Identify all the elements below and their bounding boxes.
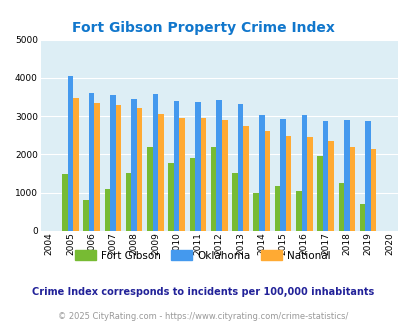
Bar — [295, 191, 301, 231]
Bar — [274, 186, 279, 231]
Bar — [232, 173, 237, 231]
Bar — [115, 106, 121, 231]
Bar — [359, 204, 364, 231]
Bar — [349, 147, 354, 231]
Bar — [301, 115, 306, 231]
Bar — [316, 156, 322, 231]
Bar — [158, 114, 163, 231]
Bar — [131, 99, 136, 231]
Bar — [370, 149, 375, 231]
Bar — [343, 120, 349, 231]
Bar — [136, 108, 142, 231]
Bar — [147, 147, 152, 231]
Bar — [364, 121, 370, 231]
Bar — [195, 102, 200, 231]
Bar — [243, 126, 248, 231]
Text: Fort Gibson Property Crime Index: Fort Gibson Property Crime Index — [71, 21, 334, 35]
Bar — [152, 94, 158, 231]
Bar — [110, 95, 115, 231]
Bar — [285, 136, 291, 231]
Bar — [168, 163, 173, 231]
Bar — [89, 93, 94, 231]
Bar — [338, 183, 343, 231]
Bar — [62, 174, 68, 231]
Bar — [253, 193, 258, 231]
Bar — [306, 137, 312, 231]
Bar — [322, 121, 328, 231]
Bar — [173, 101, 179, 231]
Bar — [200, 118, 206, 231]
Bar — [189, 158, 195, 231]
Bar — [73, 98, 79, 231]
Legend: Fort Gibson, Oklahoma, National: Fort Gibson, Oklahoma, National — [71, 246, 334, 265]
Bar — [264, 131, 269, 231]
Bar — [258, 115, 264, 231]
Bar — [104, 189, 110, 231]
Bar — [211, 147, 216, 231]
Text: © 2025 CityRating.com - https://www.cityrating.com/crime-statistics/: © 2025 CityRating.com - https://www.city… — [58, 312, 347, 321]
Bar — [126, 173, 131, 231]
Bar — [279, 119, 285, 231]
Bar — [68, 76, 73, 231]
Bar — [83, 200, 89, 231]
Bar — [179, 118, 185, 231]
Bar — [328, 141, 333, 231]
Bar — [237, 104, 243, 231]
Text: Crime Index corresponds to incidents per 100,000 inhabitants: Crime Index corresponds to incidents per… — [32, 287, 373, 297]
Bar — [216, 100, 222, 231]
Bar — [94, 103, 100, 231]
Bar — [222, 120, 227, 231]
